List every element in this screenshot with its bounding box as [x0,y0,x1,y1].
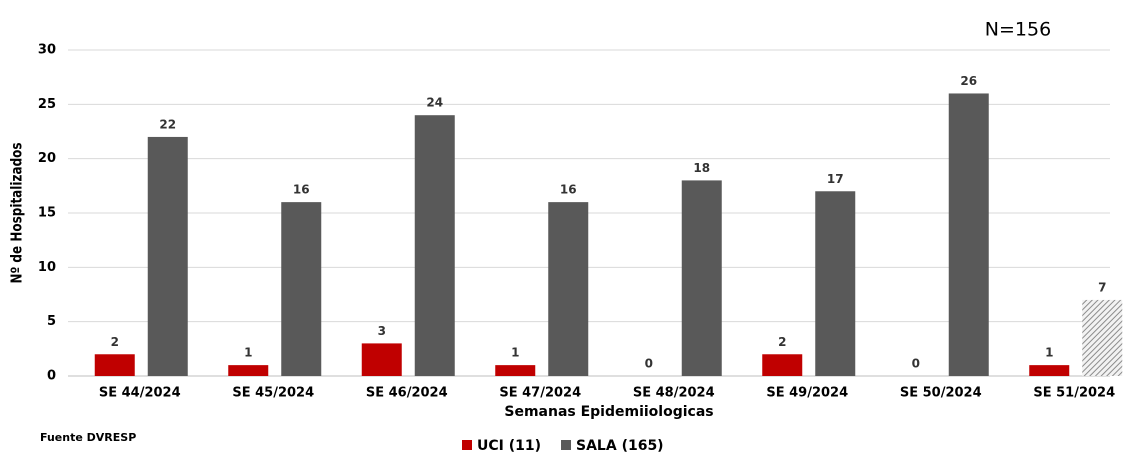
bar [548,202,589,376]
x-tick-label: SE 46/2024 [366,386,448,401]
value-label: 24 [426,96,443,110]
value-label: 2 [111,335,119,349]
bar [94,354,135,376]
legend-swatch [561,440,572,450]
value-label: 18 [693,161,710,175]
y-tick-label: 10 [38,260,56,275]
bar [815,191,856,376]
value-label: 7 [1098,280,1106,294]
bar [361,343,402,376]
bar [228,365,269,376]
value-label: 22 [159,117,176,131]
y-tick-label: 0 [47,369,56,384]
annotation: N=156 [985,19,1051,41]
value-label: 2 [778,335,786,349]
legend-label: UCI (11) [477,438,541,452]
value-label: 26 [960,74,977,88]
bar [1082,299,1123,376]
bar [762,354,803,376]
y-tick-label: 25 [38,97,56,112]
y-tick-label: 30 [38,43,56,58]
x-tick-label: SE 47/2024 [499,386,581,401]
bar [1029,365,1070,376]
x-tick-label: SE 45/2024 [232,386,314,401]
value-label: 1 [244,346,252,360]
value-label: 0 [912,357,920,371]
value-label: 17 [827,172,844,186]
legend-swatch [462,440,472,450]
bar [948,93,989,376]
value-label: 1 [1045,346,1053,360]
bar [414,115,455,376]
legend-label: SALA (165) [576,438,664,452]
bar [281,202,322,376]
bar [147,136,188,376]
y-tick-label: 15 [38,206,56,221]
y-tick-label: 5 [47,314,56,329]
bar [681,180,722,376]
x-tick-label: SE 50/2024 [900,386,982,401]
value-label: 1 [511,346,519,360]
value-label: 16 [560,183,577,197]
value-label: 16 [293,183,310,197]
source-note: Fuente DVRESP [40,431,136,444]
y-axis-label: Nº de Hospitalizados [8,142,26,283]
x-axis-label: Semanas Epidemiiologicas [504,404,713,420]
x-tick-label: SE 49/2024 [766,386,848,401]
x-tick-label: SE 44/2024 [99,386,181,401]
x-tick-label: SE 51/2024 [1033,386,1115,401]
value-label: 0 [645,357,653,371]
y-tick-label: 20 [38,151,56,166]
bar [495,365,536,376]
value-label: 3 [378,324,386,338]
x-tick-label: SE 48/2024 [633,386,715,401]
